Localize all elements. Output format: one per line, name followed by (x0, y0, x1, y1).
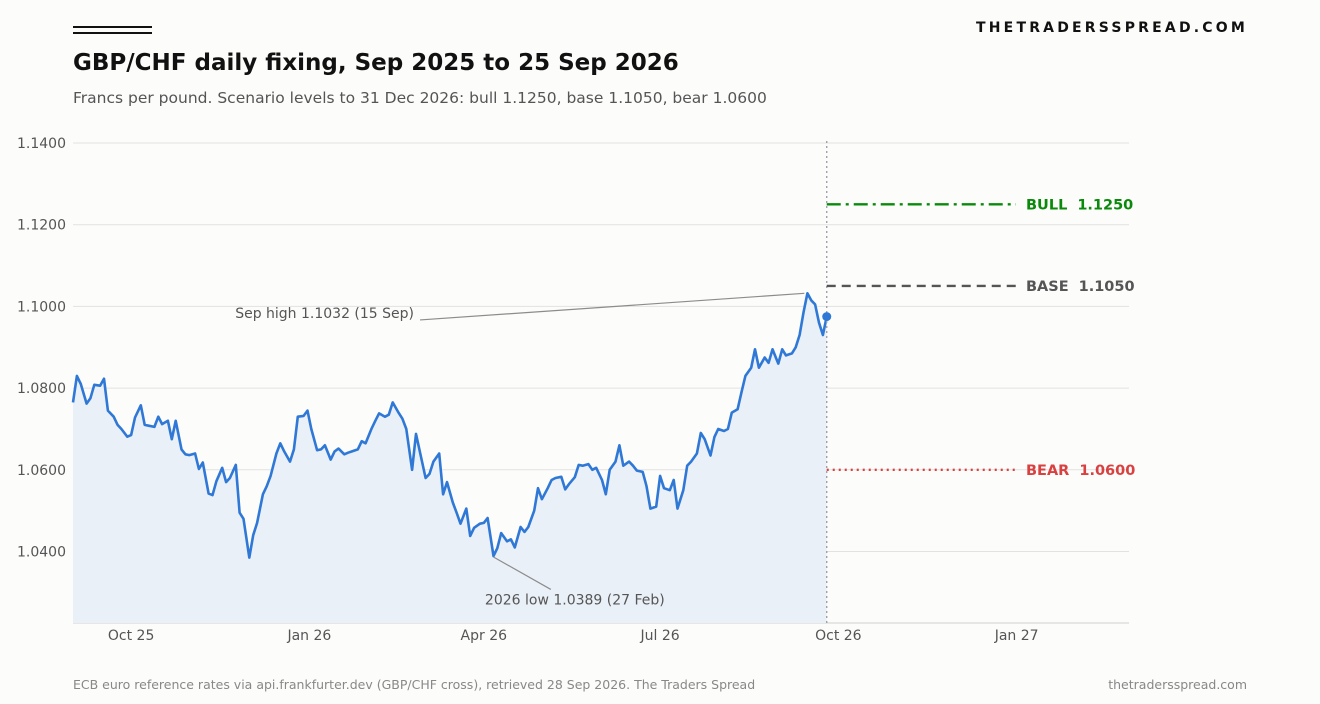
x-tick-label: Jan 27 (994, 628, 1039, 644)
x-tick-label: Oct 25 (108, 628, 154, 644)
chart-title: GBP/CHF daily fixing, Sep 2025 to 25 Sep… (73, 50, 679, 76)
scenario-value-bear: 1.0600 (1079, 463, 1135, 479)
y-tick-label: 1.0400 (17, 545, 66, 561)
brand-rule-line-top (73, 26, 152, 28)
scenario-name-bull: BULL (1026, 197, 1067, 213)
scenario-name-bear: BEAR (1026, 463, 1069, 479)
x-axis: Oct 25 Jan 26 Apr 26 Jul 26 Oct 26 Jan 27 (108, 628, 1039, 644)
y-axis: 1.0400 1.0600 1.0800 1.1000 1.1200 1.1400 (17, 136, 66, 561)
scenario-levels: BULL 1.1250 BASE 1.1050 BEAR 1.0600 (826, 197, 1135, 479)
scenario-label-bull: BULL 1.1250 (1026, 197, 1133, 213)
y-tick-label: 1.0600 (17, 463, 66, 479)
scenario-value-base: 1.1050 (1079, 279, 1135, 295)
series-area-fill (73, 293, 827, 623)
scenario-value-bull: 1.1250 (1077, 197, 1133, 213)
y-tick-label: 1.1200 (17, 218, 66, 234)
x-tick-label: Apr 26 (461, 628, 508, 644)
chart-subtitle: Francs per pound. Scenario levels to 31 … (73, 89, 767, 107)
footer-source: ECB euro reference rates via api.frankfu… (73, 677, 756, 692)
y-tick-label: 1.1400 (17, 136, 66, 152)
footer-url[interactable]: thetradersspread.com (1108, 677, 1247, 692)
scenario-label-base: BASE 1.1050 (1026, 279, 1135, 295)
x-tick-label: Jan 26 (286, 628, 331, 644)
y-tick-label: 1.1000 (17, 299, 66, 315)
annotation-leader-high (419, 292, 805, 321)
scenario-label-bear: BEAR 1.0600 (1026, 463, 1135, 479)
brand-rule (73, 26, 152, 34)
annotation-low: 2026 low 1.0389 (27 Feb) (485, 592, 665, 608)
site-name[interactable]: THETRADERSSPREAD.COM (976, 20, 1248, 36)
y-tick-label: 1.0800 (17, 381, 66, 397)
x-tick-label: Oct 26 (815, 628, 862, 644)
annotation-leader-low (493, 556, 552, 590)
annotations: Sep high 1.1032 (15 Sep) 2026 low 1.0389 … (235, 292, 805, 608)
series-line (71, 292, 828, 559)
x-tick-label: Jul 26 (640, 628, 680, 644)
last-point-marker[interactable] (822, 312, 832, 322)
annotation-high: Sep high 1.1032 (15 Sep) (235, 306, 414, 322)
scenario-name-base: BASE (1026, 279, 1069, 295)
brand-rule-line-bottom (73, 32, 152, 34)
